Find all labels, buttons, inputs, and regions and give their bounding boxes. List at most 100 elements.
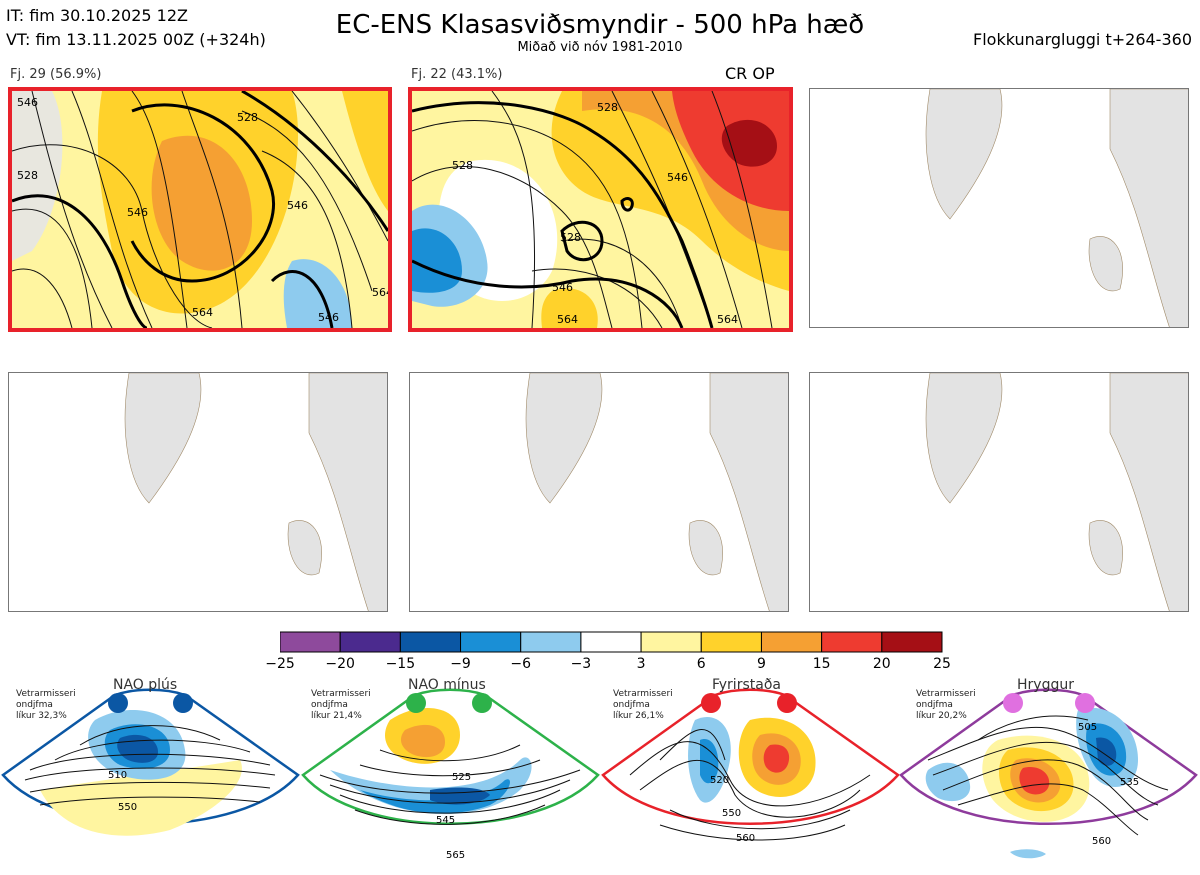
colorbar-tick-label: −20 [325, 656, 355, 672]
regime-marker [777, 693, 797, 713]
anomaly-fill-yellow [40, 760, 242, 836]
regime-contours [927, 715, 1169, 836]
colorbar-tick-label: 20 [872, 656, 891, 672]
initial-time: IT: fim 30.10.2025 12Z [6, 6, 188, 25]
colorbar-segment [640, 631, 702, 653]
colorbar-tick-label: 3 [636, 656, 646, 672]
anomaly-fill-orange [151, 135, 252, 271]
contour-label: 528 [237, 111, 258, 124]
colorbar-tick-label: 25 [933, 656, 951, 672]
cluster-panel-1[interactable]: 546 528 528 546 564 546 546 564 [8, 87, 392, 332]
regime-blocking-map: 520 550 560 [601, 688, 900, 844]
cluster-panel-6[interactable] [809, 372, 1189, 612]
regime-name: Hryggur [1017, 677, 1074, 693]
land-greenland [124, 373, 202, 504]
cluster-panel-4[interactable] [8, 372, 388, 612]
isoline-label: 525 [452, 772, 471, 783]
regime-marker [406, 693, 426, 713]
colorbar-tick-label: −9 [450, 656, 471, 672]
anomaly-fill-orange [400, 724, 445, 758]
thick-contours [412, 101, 714, 328]
anomaly-fill-yellow-s [541, 288, 598, 328]
anomaly-fill-red [763, 744, 790, 773]
regime-contours [24, 725, 276, 806]
land-europe [1109, 373, 1188, 611]
land-uk [287, 520, 322, 576]
contour-label: 528 [452, 159, 473, 172]
regime-contours [629, 729, 871, 841]
regime-info: Vetrarmisseri ondjfma líkur 21,4% [311, 689, 371, 721]
panel-2-tag: CR OP [725, 64, 775, 83]
isoline-label: 565 [446, 850, 465, 861]
regime-marker [1075, 693, 1095, 713]
cluster-panel-3[interactable] [809, 88, 1189, 328]
colorbar-tick-label: −3 [570, 656, 592, 672]
isoline-label: 550 [722, 808, 741, 819]
regime-marker [472, 693, 492, 713]
colorbar-segment [399, 631, 462, 653]
colorbar-tick-label: 9 [756, 656, 766, 672]
land-greenland [925, 89, 1003, 220]
colorbar-segment [580, 631, 642, 653]
map-land [925, 89, 1188, 327]
contour-label: 546 [318, 311, 339, 324]
page-subtitle: Miðað við nóv 1981-2010 [517, 40, 683, 55]
panel-2-label: Fj. 22 (43.1%) [411, 67, 503, 82]
regime-ridge: 505 535 560 Hryggur Vetrarmisseri ondjfma… [898, 677, 1200, 875]
contour-label: 564 [372, 286, 388, 299]
isoline-label: 550 [118, 802, 137, 813]
height-contours [412, 91, 773, 328]
colorbar-tick-label: 6 [696, 656, 706, 672]
anomaly-fill-light-blue-w [925, 762, 971, 802]
regime-info: Vetrarmisseri ondjfma líkur 20,2% [916, 689, 976, 721]
regime-name: Fyrirstaða [712, 677, 781, 693]
regime-marker [701, 693, 721, 713]
contour-label: 546 [127, 206, 148, 219]
colorbar-segment [700, 631, 762, 653]
regime-nao-plus: 510 550 NAO plús Vetrarmisseri ondjfma lík… [0, 677, 302, 875]
cluster-1-map: 546 528 528 546 564 546 546 564 [12, 91, 388, 328]
land-uk [1088, 236, 1123, 292]
regime-name: NAO plús [113, 677, 178, 693]
cluster-panel-5[interactable] [409, 372, 789, 612]
land-uk [688, 520, 723, 576]
land-europe [1109, 89, 1188, 327]
contour-label: 546 [287, 199, 308, 212]
contour-label: 564 [717, 313, 738, 326]
colorbar-tick-label: −6 [510, 656, 532, 672]
regime-info: Vetrarmisseri ondjfma líkur 26,1% [613, 689, 673, 721]
anomaly-fill-red [1019, 767, 1050, 795]
colorbar [280, 631, 943, 653]
isoline-label: 535 [1120, 777, 1139, 788]
colorbar-tick-label: −25 [265, 656, 295, 672]
colorbar-segment [460, 631, 522, 653]
regime-nao-minus: 525 545 565 NAO mínus Vetrarmisseri ondjf… [300, 677, 602, 875]
anomaly-fill-yellow-ne [342, 91, 388, 211]
anomaly-fill-light-blue [283, 259, 352, 328]
valid-time: VT: fim 13.11.2025 00Z (+324h) [6, 30, 266, 49]
panel-1-label: Fj. 29 (56.9%) [10, 67, 102, 82]
isoline-label: 560 [1092, 836, 1111, 847]
anomaly-fill-light-blue-s [1010, 849, 1046, 859]
regime-marker [173, 693, 193, 713]
isoline-label: 545 [436, 815, 455, 826]
contour-label: 546 [552, 281, 573, 294]
contour-label: 528 [560, 231, 581, 244]
regime-nao-plus-map: 510 550 [1, 688, 300, 836]
map-land [124, 373, 387, 611]
land-uk [1088, 520, 1123, 576]
contour-label: 546 [17, 96, 38, 109]
colorbar-segment [760, 631, 823, 653]
page-title: EC-ENS Klasasviðsmyndir - 500 hPa hæð [335, 10, 865, 40]
thick-contours [12, 91, 388, 328]
contour-label: 528 [597, 101, 618, 114]
colorbar-segment [520, 631, 582, 653]
land-europe [308, 373, 387, 611]
cluster-2-map: 528 528 546 528 546 564 564 [412, 91, 789, 328]
regime-contours [319, 744, 581, 825]
cluster-panel-2[interactable]: 528 528 546 528 546 564 564 [408, 87, 793, 332]
map-land [925, 373, 1188, 611]
regime-blocking: 520 550 560 Fyrirstaða Vetrarmisseri ondj… [600, 677, 902, 875]
anomaly-fill-blue [360, 779, 510, 814]
contour-label: 564 [557, 313, 578, 326]
